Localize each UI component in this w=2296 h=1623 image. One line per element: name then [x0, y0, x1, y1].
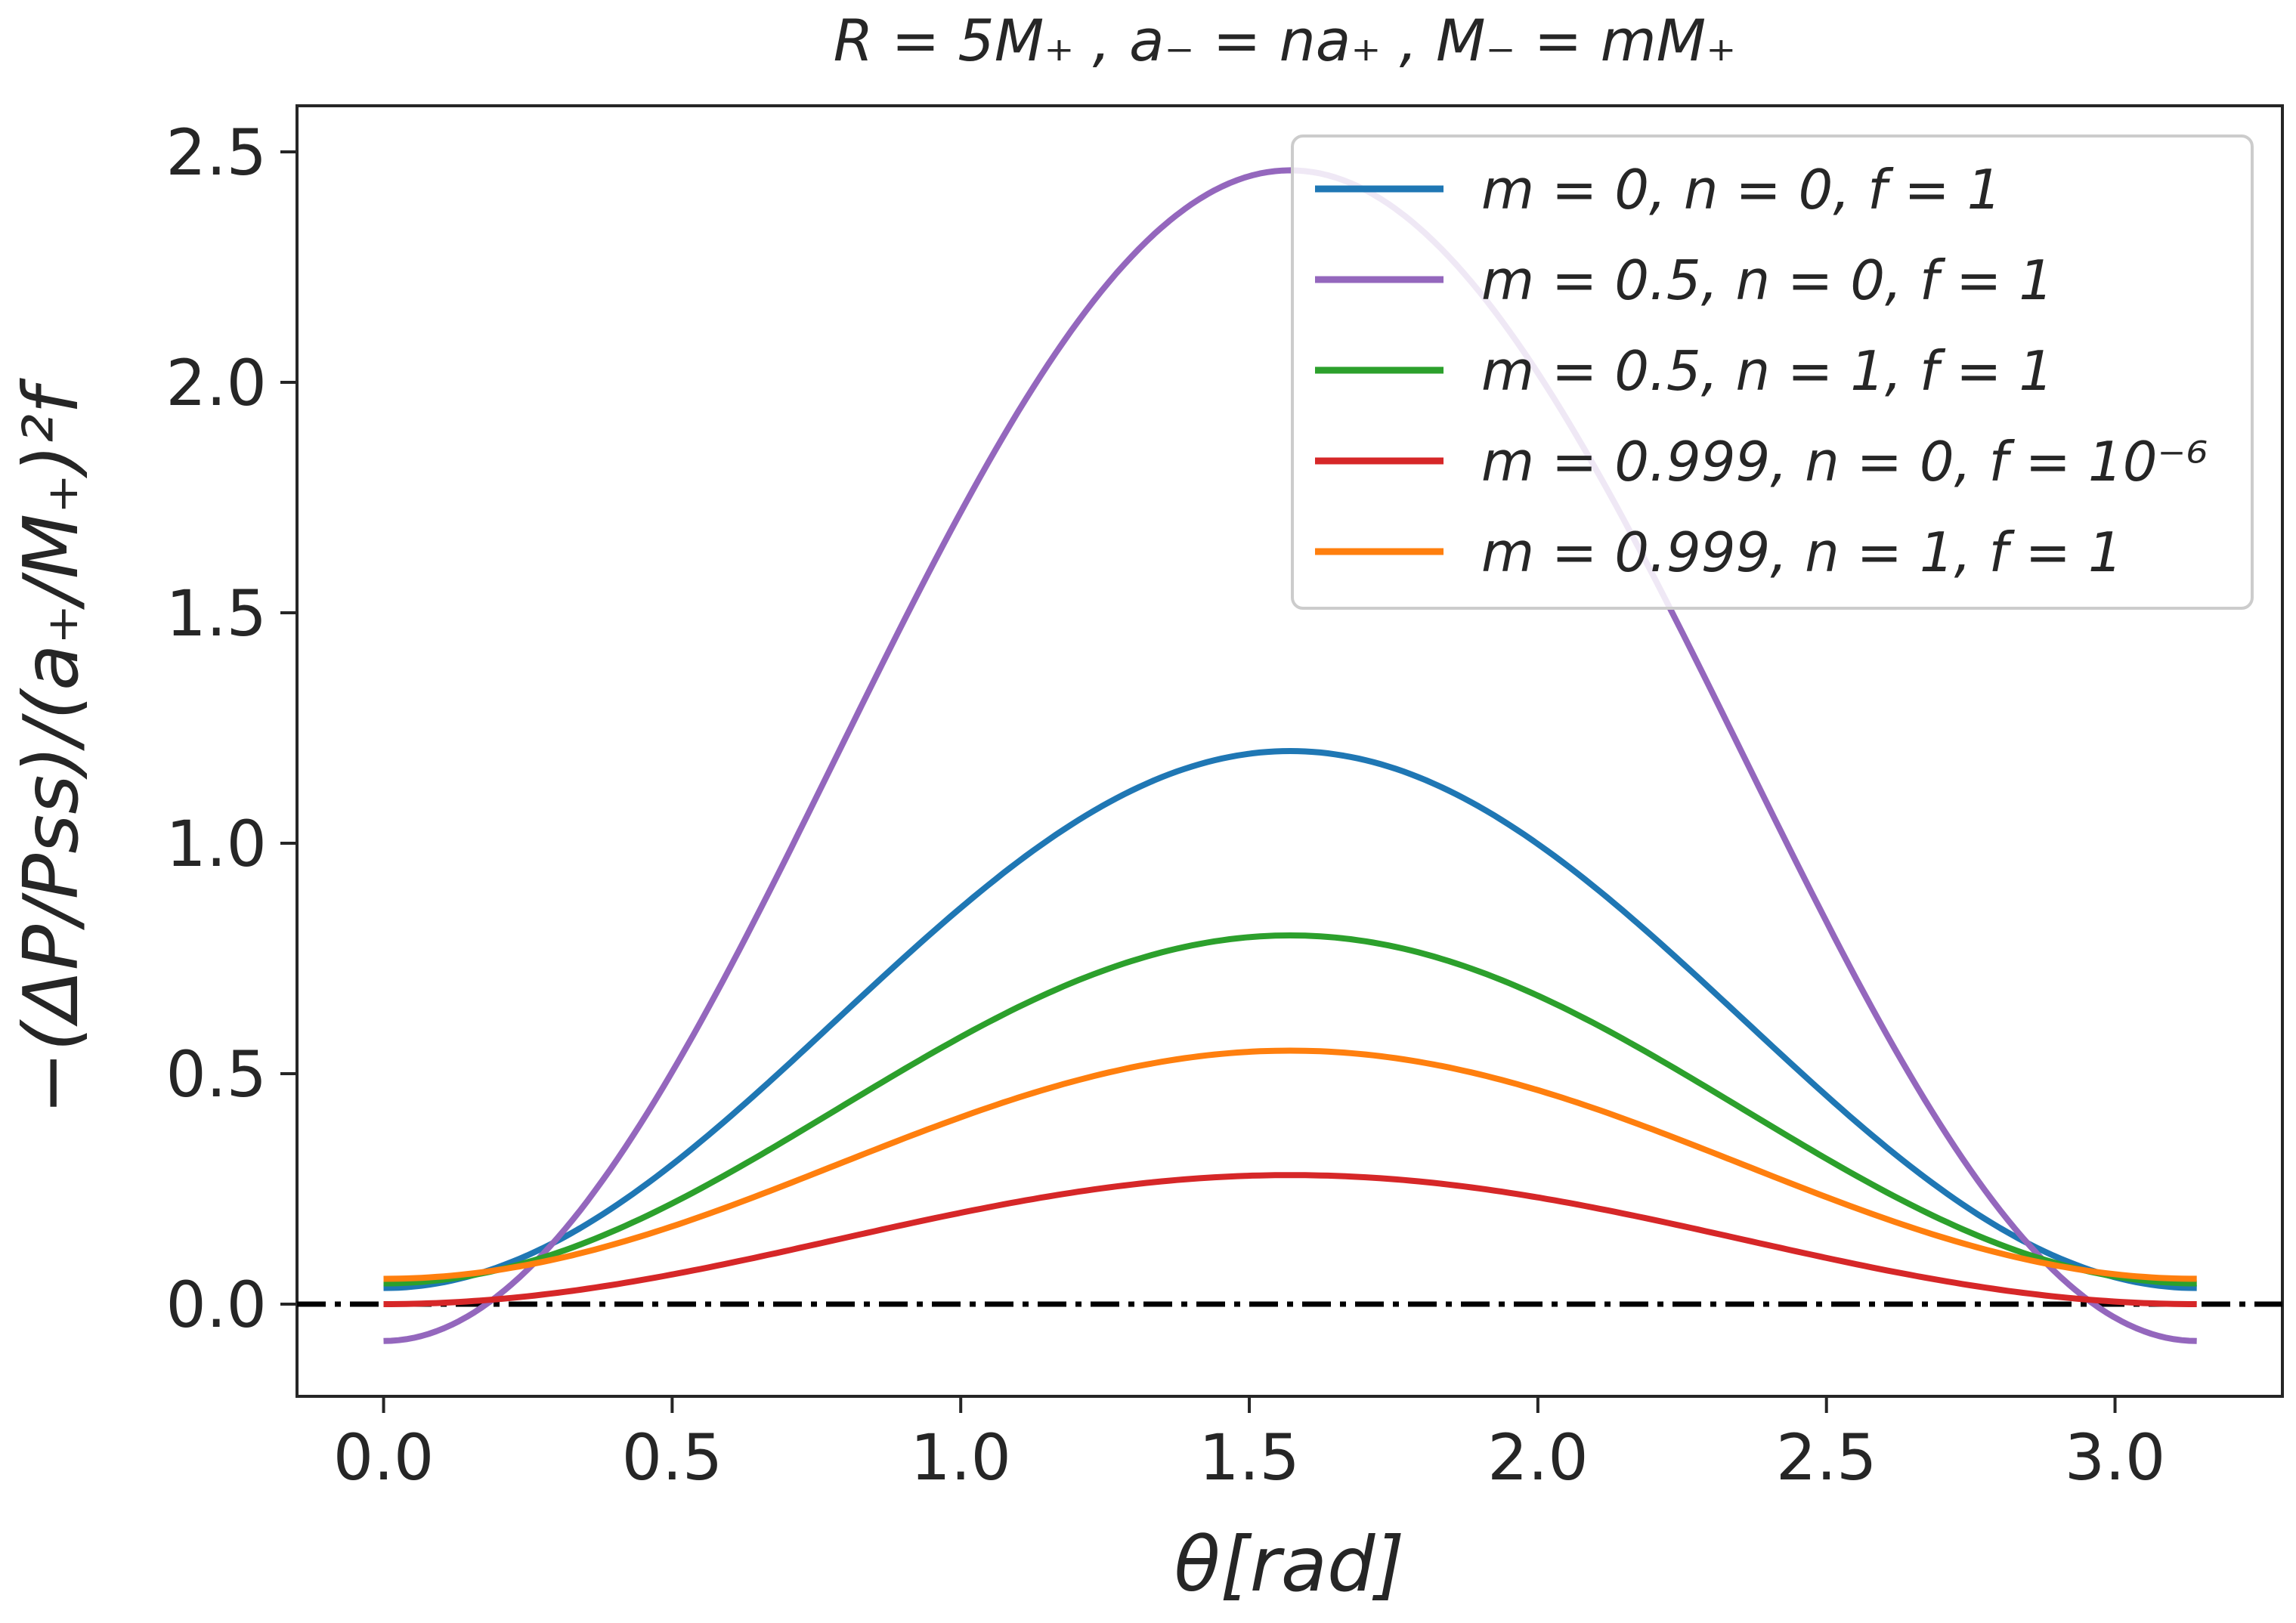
chart-title: R = 5M₊ , a₋ = na₊ , M₋ = mM₊ — [834, 7, 1737, 74]
y-tick-label: 0.0 — [166, 1268, 267, 1342]
legend: m = 0, n = 0, f = 1 m = 0.5, n = 0, f = 1… — [1291, 134, 2254, 610]
legend-label-3: m = 0.5, n = 1, f = 1 — [1481, 339, 2053, 403]
x-tick-label: 2.5 — [1776, 1421, 1877, 1495]
x-tick-label: 2.0 — [1487, 1421, 1589, 1495]
legend-box — [1291, 134, 2254, 610]
legend-label-5: m = 0.999, n = 1, f = 1 — [1481, 521, 2123, 584]
legend-label-1: m = 0, n = 0, f = 1 — [1481, 158, 2001, 221]
x-tick-label: 0.5 — [622, 1421, 723, 1495]
y-axis-label: −(ΔP/Pss)/(a₊/M₊)²f — [7, 378, 95, 1114]
series-line-5 — [383, 1047, 2197, 1282]
x-tick-label: 3.0 — [2065, 1421, 2166, 1495]
series-line-1 — [383, 748, 2197, 1291]
y-tick-label: 2.5 — [166, 116, 267, 190]
series-line-2 — [383, 167, 2197, 1344]
legend-label-2: m = 0.5, n = 0, f = 1 — [1481, 249, 2053, 312]
x-tick-label: 1.0 — [910, 1421, 1011, 1495]
y-tick-label: 1.5 — [166, 577, 267, 651]
x-tick-label: 0.0 — [333, 1421, 435, 1495]
plot-frame — [296, 104, 2284, 1398]
series-line-4 — [383, 1172, 2197, 1307]
x-tick-label: 1.5 — [1199, 1421, 1300, 1495]
x-axis-label: θ[rad] — [1174, 1520, 1404, 1609]
legend-label-4: m = 0.999, n = 0, f = 10⁻⁶ — [1481, 430, 2208, 493]
y-tick-label: 1.0 — [166, 807, 267, 881]
y-tick-label: 2.0 — [166, 346, 267, 420]
y-tick-label: 0.5 — [166, 1037, 267, 1111]
series-line-3 — [383, 932, 2197, 1287]
